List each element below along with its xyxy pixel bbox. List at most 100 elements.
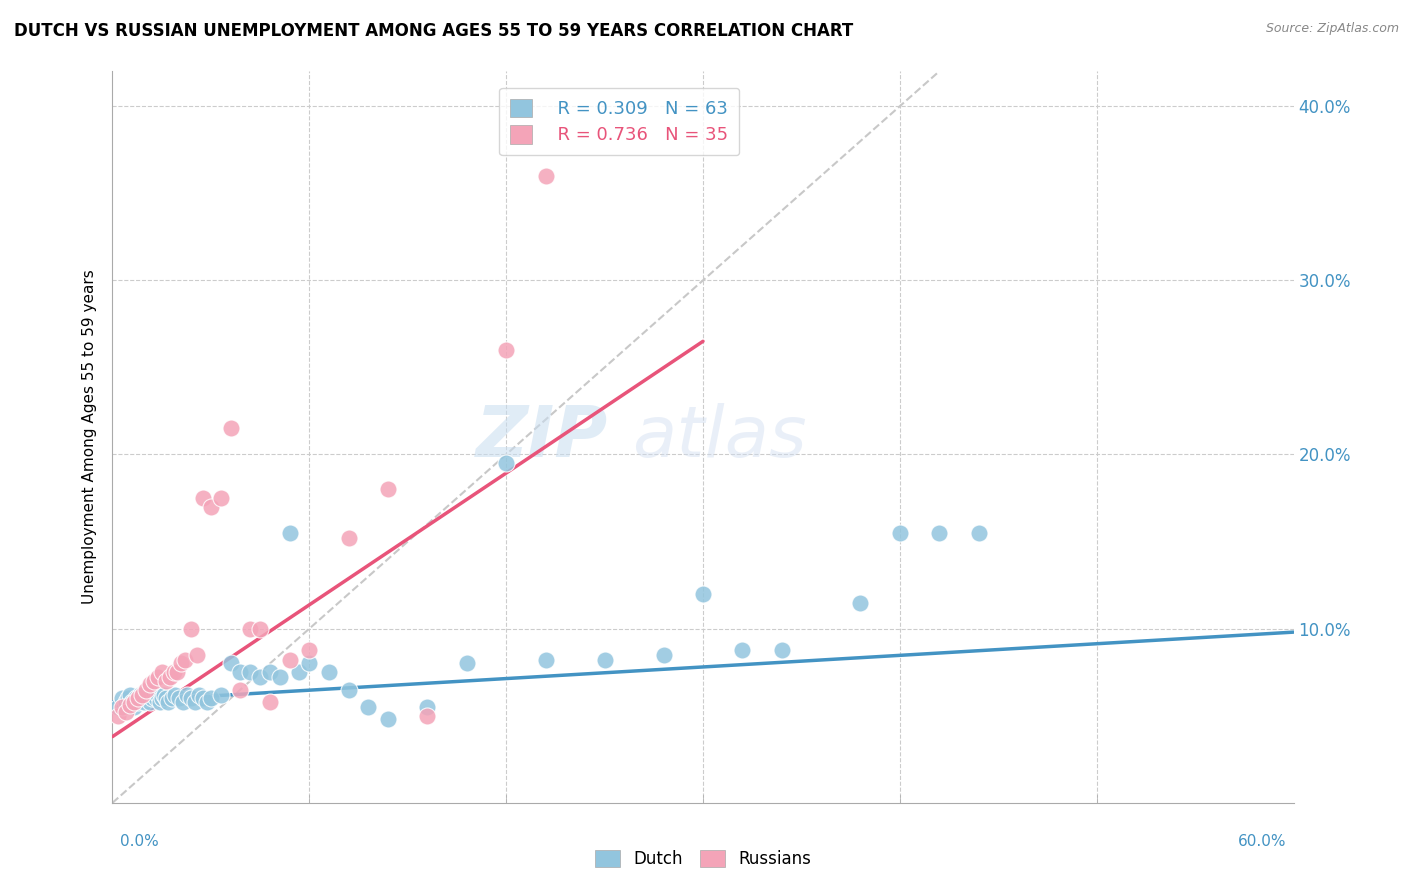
Point [259, 695, 281, 709]
Point [731, 642, 754, 657]
Point [165, 688, 187, 702]
Point [115, 695, 138, 709]
Point [131, 688, 153, 702]
Point [125, 691, 148, 706]
Point [121, 695, 143, 709]
Text: 60.0%: 60.0% [1239, 834, 1286, 849]
Point [278, 525, 301, 540]
Point [122, 695, 145, 709]
Point [112, 700, 135, 714]
Point [249, 670, 271, 684]
Point [377, 483, 399, 497]
Point [139, 695, 162, 709]
Point [219, 421, 242, 435]
Text: ZIP: ZIP [477, 402, 609, 472]
Point [172, 695, 194, 709]
Point [115, 705, 138, 719]
Point [170, 657, 193, 671]
Point [770, 642, 793, 657]
Point [249, 622, 271, 636]
Point [318, 665, 340, 680]
Point [107, 708, 129, 723]
Point [155, 673, 177, 688]
Point [195, 695, 218, 709]
Point [127, 691, 149, 706]
Point [142, 673, 165, 688]
Point [357, 700, 380, 714]
Point [652, 648, 675, 662]
Point [534, 653, 557, 667]
Point [135, 682, 157, 697]
Point [416, 708, 439, 723]
Point [184, 695, 207, 709]
Point [298, 657, 321, 671]
Point [160, 691, 183, 706]
Point [150, 691, 173, 706]
Point [132, 695, 155, 709]
Point [278, 653, 301, 667]
Point [136, 691, 159, 706]
Legend:   R = 0.309   N = 63,   R = 0.736   N = 35: R = 0.309 N = 63, R = 0.736 N = 35 [499, 87, 740, 155]
Point [186, 648, 208, 662]
Text: DUTCH VS RUSSIAN UNEMPLOYMENT AMONG AGES 55 TO 59 YEARS CORRELATION CHART: DUTCH VS RUSSIAN UNEMPLOYMENT AMONG AGES… [14, 22, 853, 40]
Point [139, 677, 162, 691]
Point [200, 500, 222, 514]
Point [239, 622, 262, 636]
Point [495, 343, 517, 357]
Point [107, 700, 129, 714]
Point [162, 665, 184, 680]
Point [122, 700, 145, 714]
Point [180, 622, 202, 636]
Point [180, 691, 202, 706]
Point [229, 682, 252, 697]
Point [593, 653, 616, 667]
Point [117, 691, 139, 706]
Point [967, 525, 990, 540]
Point [534, 169, 557, 183]
Point [155, 691, 177, 706]
Point [146, 670, 169, 684]
Point [288, 665, 311, 680]
Point [149, 695, 172, 709]
Point [176, 688, 198, 702]
Point [145, 691, 167, 706]
Text: 0.0%: 0.0% [120, 834, 159, 849]
Point [142, 688, 165, 702]
Legend: Dutch, Russians: Dutch, Russians [589, 843, 817, 875]
Point [174, 653, 197, 667]
Point [111, 691, 134, 706]
Point [166, 665, 188, 680]
Point [849, 595, 872, 609]
Point [239, 665, 262, 680]
Point [889, 525, 911, 540]
Point [191, 691, 214, 706]
Point [152, 688, 174, 702]
Point [169, 691, 191, 706]
Point [150, 665, 173, 680]
Point [259, 665, 281, 680]
Point [135, 688, 157, 702]
Point [131, 691, 153, 706]
Point [298, 642, 321, 657]
Point [377, 712, 399, 726]
Point [111, 700, 134, 714]
Point [209, 491, 232, 505]
Point [928, 525, 950, 540]
Point [191, 491, 214, 505]
Point [188, 688, 211, 702]
Point [229, 665, 252, 680]
Point [495, 456, 517, 470]
Point [416, 700, 439, 714]
Point [159, 670, 181, 684]
Point [269, 670, 291, 684]
Point [127, 695, 149, 709]
Text: Source: ZipAtlas.com: Source: ZipAtlas.com [1265, 22, 1399, 36]
Point [219, 657, 242, 671]
Point [337, 531, 360, 545]
Point [209, 688, 232, 702]
Text: atlas: atlas [633, 402, 807, 472]
Point [146, 688, 169, 702]
Point [456, 657, 478, 671]
Y-axis label: Unemployment Among Ages 55 to 59 years: Unemployment Among Ages 55 to 59 years [82, 269, 97, 605]
Point [337, 682, 360, 697]
